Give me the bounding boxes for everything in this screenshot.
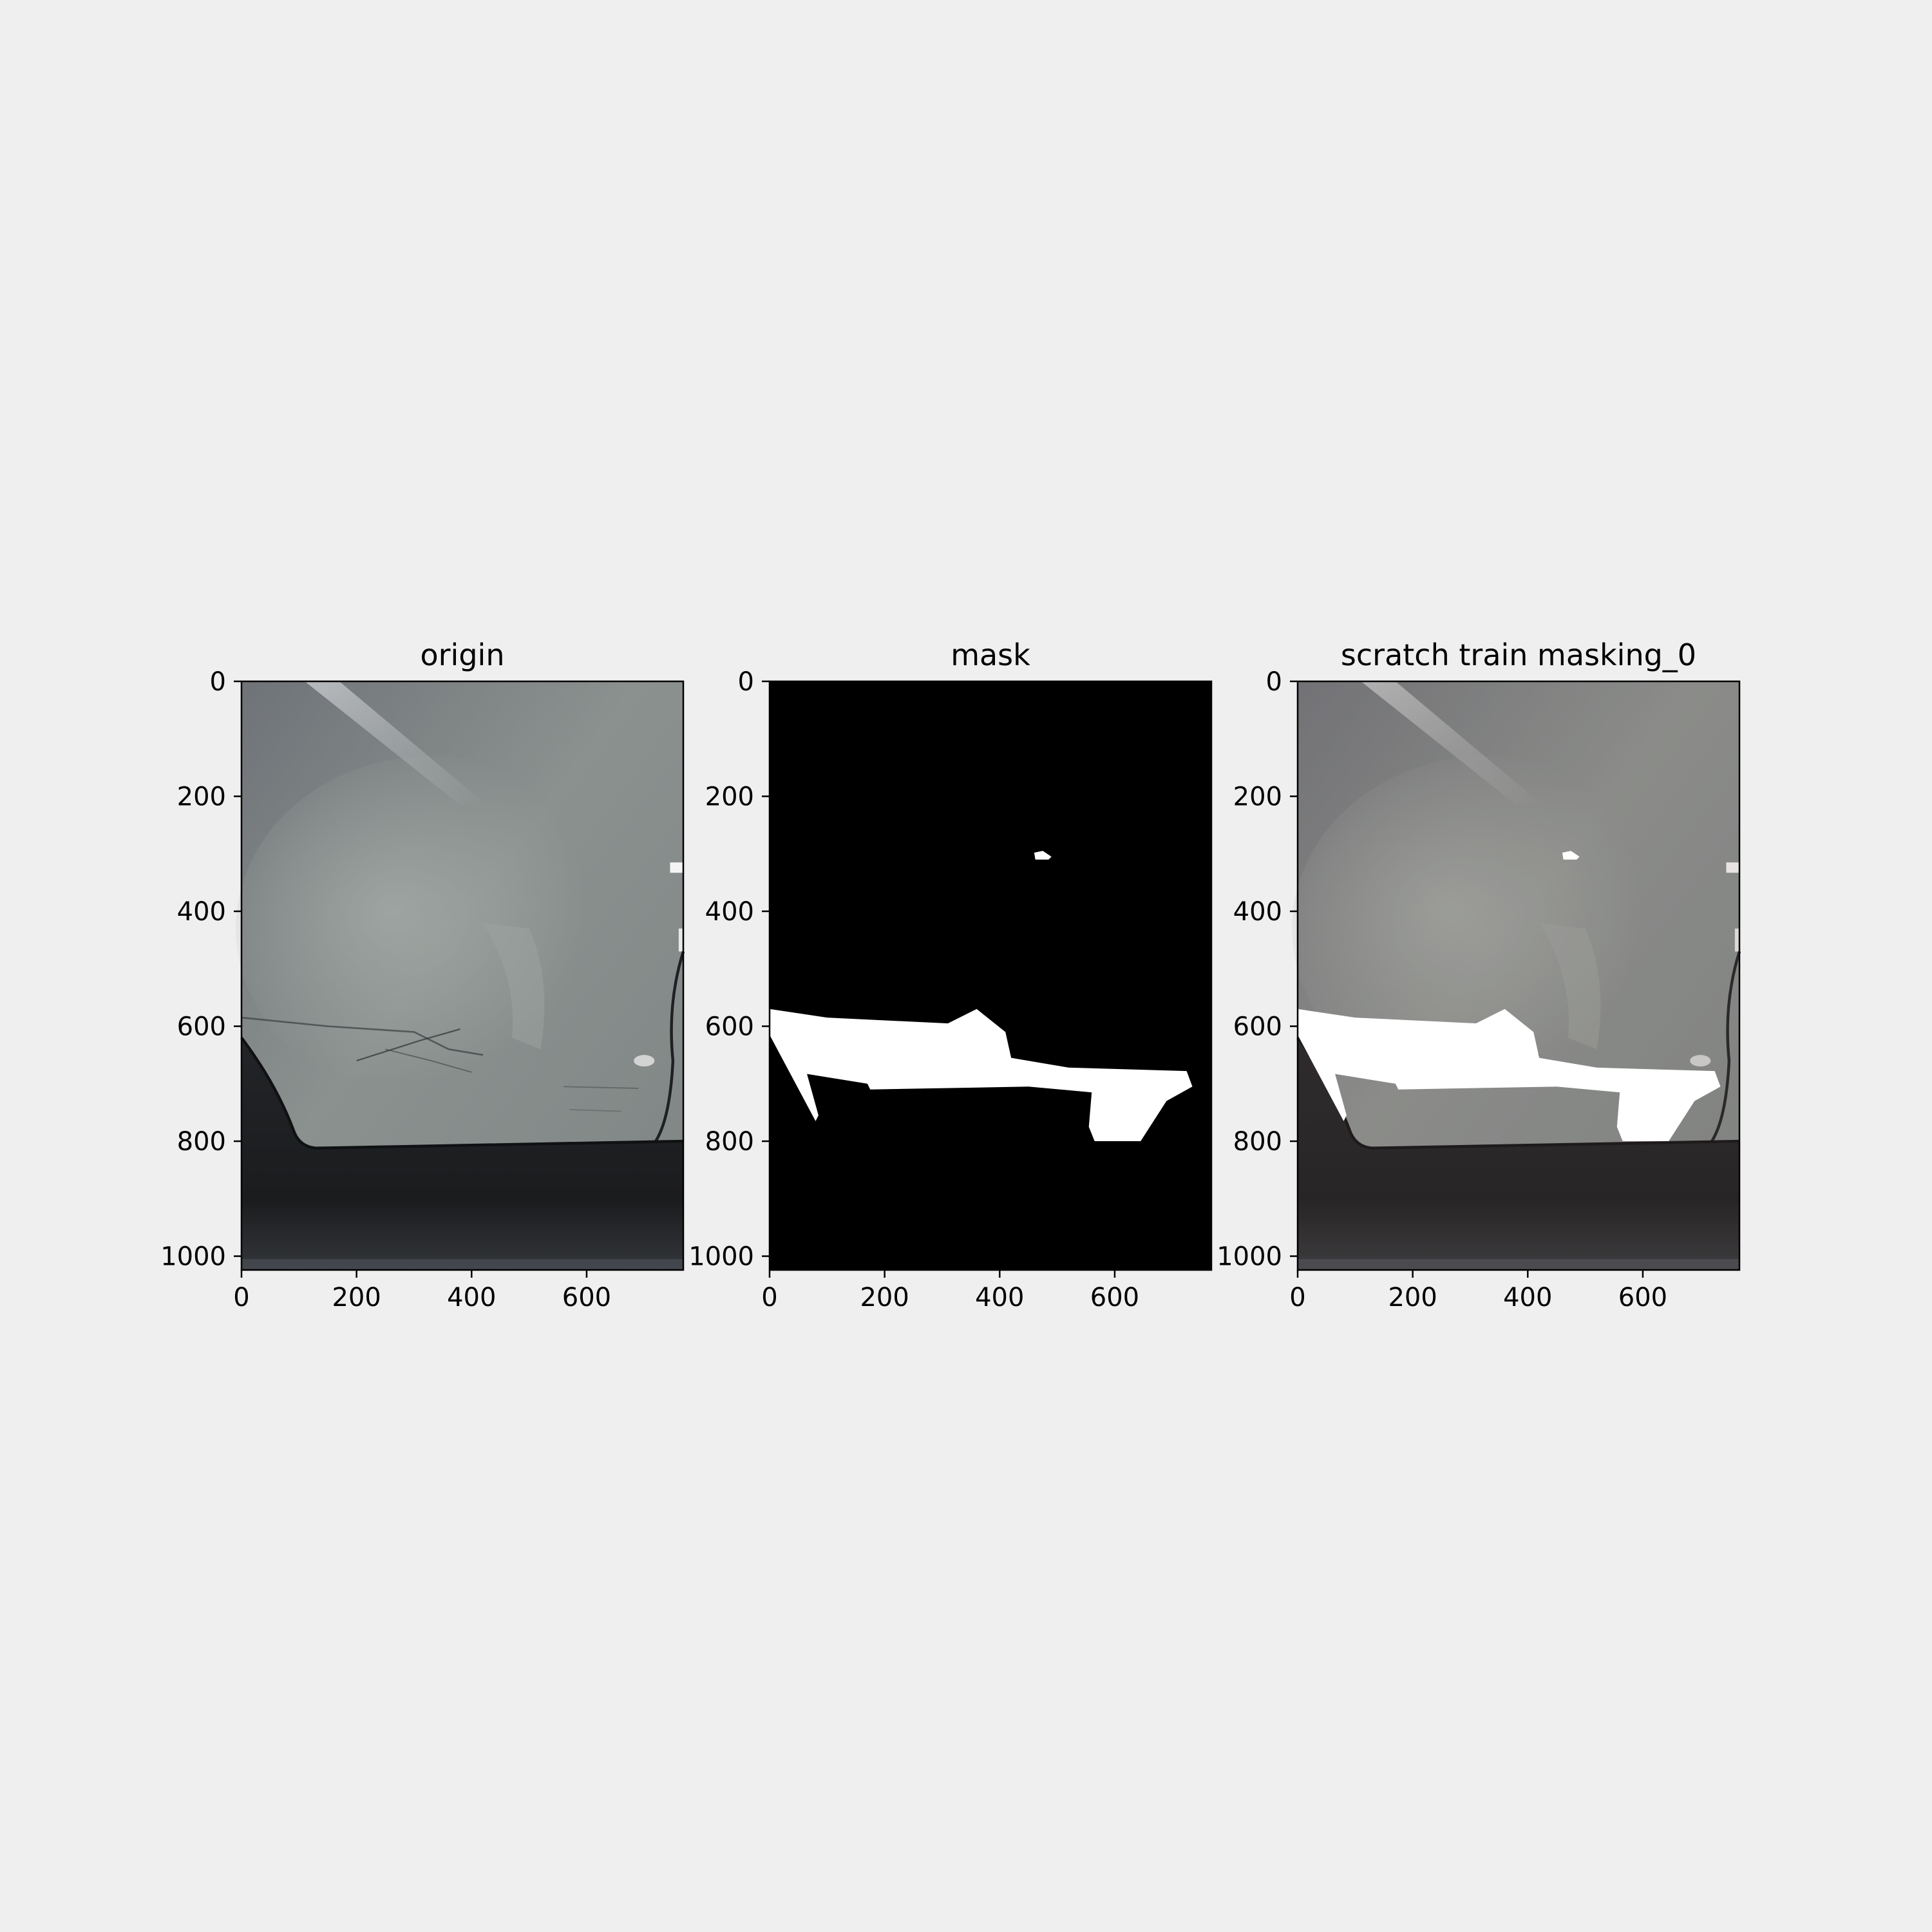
panels-group: origin 0 200 400 600 0 200 400 600 800 1000 mask 0 20… [160, 638, 1739, 1312]
y-tick-label: 600 [705, 1012, 754, 1042]
tint-layer [1298, 681, 1739, 1270]
panel-title: mask [951, 638, 1030, 672]
y-tick-label: 400 [177, 897, 226, 927]
y-tick-label: 0 [1266, 667, 1282, 697]
y-tick-label: 800 [1233, 1127, 1282, 1157]
x-tick-label: 0 [233, 1283, 249, 1312]
y-tick-label: 1000 [160, 1242, 226, 1272]
x-tick-label: 600 [1090, 1283, 1139, 1312]
mask-background [770, 681, 1211, 1270]
y-tick-label: 600 [1233, 1012, 1282, 1042]
y-tick-label: 400 [705, 897, 754, 927]
y-tick-label: 800 [177, 1127, 226, 1157]
mask-image [770, 681, 1211, 1270]
x-tick-label: 400 [975, 1283, 1024, 1312]
origin-image [236, 681, 683, 1270]
y-tick-label: 200 [1233, 782, 1282, 812]
y-tick-label: 400 [1233, 897, 1282, 927]
panel-overlay: scratch train masking_0 0 200 400 600 0 200 400… [1217, 638, 1739, 1312]
x-tick-label: 200 [860, 1283, 909, 1312]
y-tick-label: 600 [177, 1012, 226, 1042]
x-tick-label: 0 [1289, 1283, 1305, 1312]
panel-mask: mask 0 200 400 600 0 200 400 600 800 1000 [688, 638, 1211, 1312]
panel-origin: origin 0 200 400 600 0 200 400 600 800 1000 [160, 638, 683, 1312]
y-tick-label: 1000 [1217, 1242, 1282, 1272]
x-tick-label: 600 [562, 1283, 611, 1312]
y-tick-label: 0 [210, 667, 226, 697]
panel-title: scratch train masking_0 [1341, 638, 1696, 672]
x-tick-label: 200 [332, 1283, 381, 1312]
car-door-photo [236, 681, 683, 1270]
y-tick-label: 1000 [688, 1242, 754, 1272]
overlay-image [1292, 681, 1739, 1270]
y-tick-label: 200 [177, 782, 226, 812]
x-tick-label: 200 [1388, 1283, 1437, 1312]
y-tick-label: 0 [738, 667, 754, 697]
x-tick-label: 0 [761, 1283, 777, 1312]
panel-title: origin [421, 638, 505, 672]
x-tick-label: 400 [447, 1283, 496, 1312]
y-tick-label: 200 [705, 782, 754, 812]
x-tick-label: 600 [1618, 1283, 1667, 1312]
y-tick-label: 800 [705, 1127, 754, 1157]
x-tick-label: 400 [1503, 1283, 1552, 1312]
